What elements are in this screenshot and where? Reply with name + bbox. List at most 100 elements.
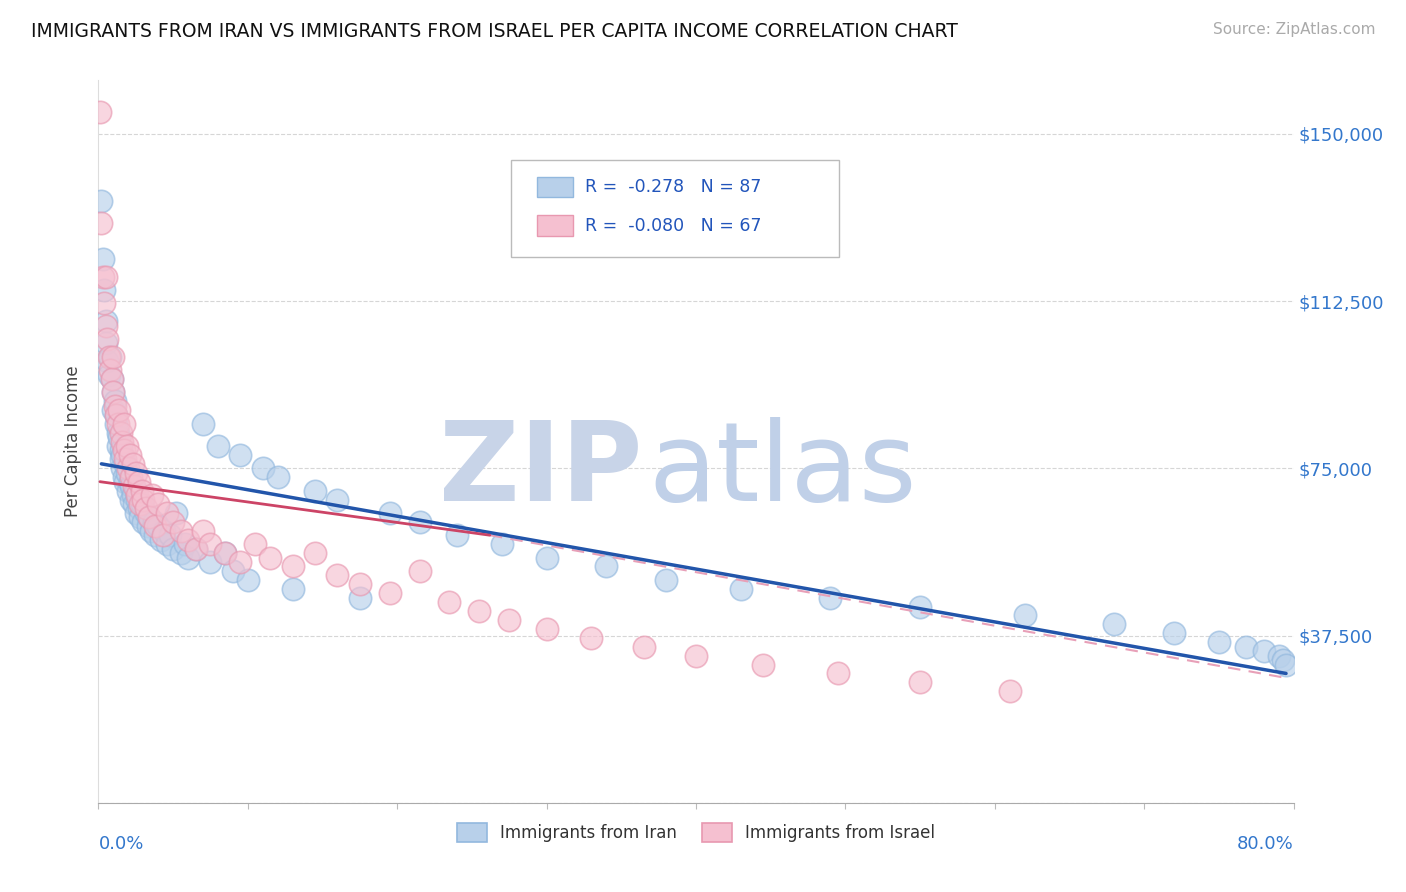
Point [162, 515, 184, 529]
Point [118, 475, 141, 489]
Point [581, 631, 603, 645]
Text: ZIP: ZIP [439, 417, 643, 524]
Point [107, 425, 129, 440]
Point [105, 417, 128, 431]
Point [162, 541, 184, 556]
Point [91, 252, 114, 266]
Point [685, 648, 707, 663]
Point [177, 550, 200, 565]
Point [115, 439, 138, 453]
Point [1014, 608, 1036, 623]
Point [93, 283, 115, 297]
Point [94, 314, 117, 328]
FancyBboxPatch shape [510, 160, 839, 257]
Point [101, 372, 124, 386]
Point [94, 269, 117, 284]
Point [110, 443, 132, 458]
Point [98, 363, 122, 377]
Point [143, 519, 166, 533]
Point [152, 528, 174, 542]
Legend: Immigrants from Iran, Immigrants from Israel: Immigrants from Iran, Immigrants from Is… [450, 816, 942, 848]
Point [236, 573, 259, 587]
Point [159, 528, 181, 542]
Point [349, 577, 371, 591]
Point [131, 497, 153, 511]
Point [408, 564, 430, 578]
Point [103, 403, 125, 417]
Point [101, 372, 124, 386]
Point [408, 515, 430, 529]
Point [110, 452, 132, 467]
Point [139, 524, 162, 538]
Point [1104, 617, 1126, 632]
Point [229, 555, 252, 569]
Point [326, 568, 349, 582]
Point [281, 559, 304, 574]
Point [165, 506, 187, 520]
Point [120, 479, 142, 493]
Point [200, 555, 222, 569]
Point [214, 546, 236, 560]
Point [491, 537, 513, 551]
Point [1272, 653, 1295, 667]
Point [108, 403, 131, 417]
Point [439, 595, 461, 609]
Point [150, 533, 173, 547]
Point [595, 559, 617, 574]
Point [207, 439, 229, 453]
Point [125, 483, 148, 498]
Point [107, 439, 129, 453]
Point [135, 501, 157, 516]
Point [89, 104, 111, 119]
Point [252, 461, 274, 475]
Point [105, 408, 128, 422]
Point [138, 510, 160, 524]
Point [200, 537, 222, 551]
Point [156, 506, 179, 520]
Point [104, 399, 127, 413]
Point [136, 519, 159, 533]
Point [129, 510, 152, 524]
Point [142, 515, 165, 529]
Point [378, 506, 401, 520]
Point [446, 528, 468, 542]
Point [752, 657, 775, 672]
Text: Source: ZipAtlas.com: Source: ZipAtlas.com [1212, 22, 1375, 37]
Point [125, 506, 148, 520]
Point [174, 537, 197, 551]
Point [326, 492, 349, 507]
Point [222, 564, 245, 578]
Point [132, 492, 155, 507]
Point [281, 582, 304, 596]
Point [169, 546, 191, 560]
Y-axis label: Per Capita Income: Per Capita Income [65, 366, 83, 517]
Point [114, 452, 136, 467]
Point [121, 457, 143, 471]
Point [127, 492, 149, 507]
Point [103, 385, 125, 400]
Point [184, 541, 207, 556]
Point [191, 524, 214, 538]
Point [117, 461, 139, 475]
Point [132, 515, 155, 529]
Point [112, 417, 135, 431]
Point [107, 417, 129, 431]
Point [125, 466, 148, 480]
Point [90, 216, 112, 230]
Point [114, 457, 136, 471]
Point [536, 622, 558, 636]
Point [111, 434, 134, 449]
Point [184, 541, 207, 556]
Point [827, 666, 849, 681]
Point [148, 519, 170, 533]
Point [143, 528, 166, 542]
Point [169, 524, 191, 538]
Point [131, 483, 153, 498]
Point [103, 385, 125, 400]
Point [93, 296, 115, 310]
Point [117, 483, 139, 498]
Point [304, 483, 326, 498]
Point [111, 461, 134, 475]
Point [655, 573, 678, 587]
Point [498, 613, 520, 627]
